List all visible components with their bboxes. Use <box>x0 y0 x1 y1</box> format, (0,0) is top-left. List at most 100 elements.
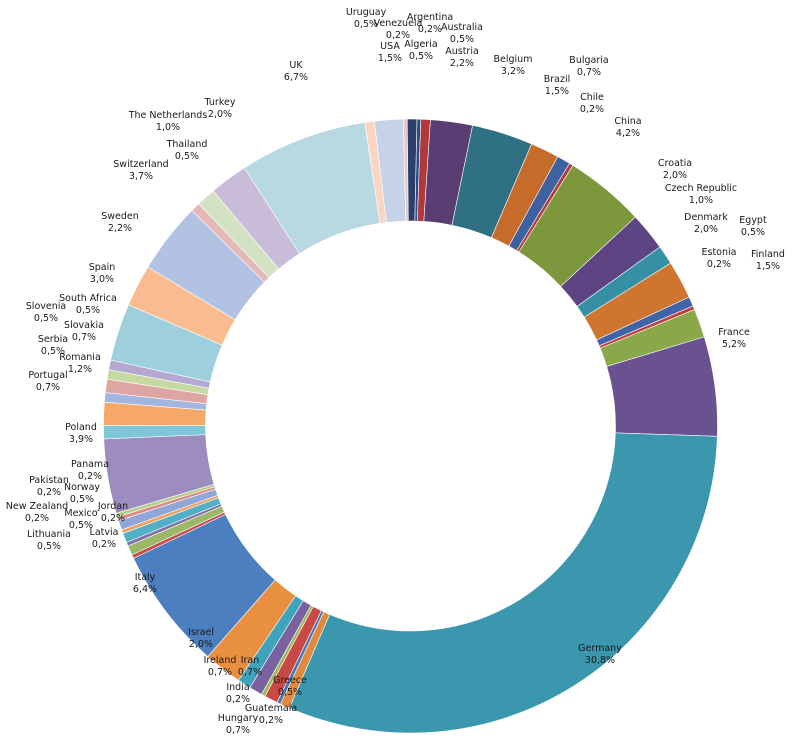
label-value: 3,9% <box>69 434 93 445</box>
label-name: Croatia <box>658 158 692 169</box>
label-czech-republic: Czech Republic 1,0% <box>665 183 737 206</box>
label-name: Chile <box>580 92 604 103</box>
label-value: 0,5% <box>409 51 433 62</box>
label-name: Switzerland <box>113 159 168 170</box>
label-value: 0,7% <box>36 382 60 393</box>
label-belgium: Belgium 3,2% <box>494 54 533 77</box>
label-value: 0,2% <box>37 487 61 498</box>
label-name: Sweden <box>101 211 139 222</box>
label-romania: Romania 1,2% <box>59 352 101 375</box>
label-name: Greece <box>273 675 307 686</box>
label-name: Czech Republic <box>665 183 737 194</box>
label-value: 0,2% <box>226 694 250 705</box>
label-brazil: Brazil 1,5% <box>544 74 571 97</box>
label-value: 0,2% <box>580 104 604 115</box>
label-name: Pakistan <box>29 475 69 486</box>
label-value: 0,7% <box>238 667 262 678</box>
label-value: 0,5% <box>175 151 199 162</box>
label-name: Latvia <box>90 527 119 538</box>
label-value: 1,0% <box>689 195 713 206</box>
label-germany: Germany 30,8% <box>578 643 622 666</box>
label-name: Turkey <box>204 97 236 108</box>
label-guatemala: Guatemala 0,2% <box>245 703 297 726</box>
label-estonia: Estonia 0,2% <box>702 247 737 270</box>
label-pakistan: Pakistan 0,2% <box>29 475 69 498</box>
label-austria: Austria 2,2% <box>445 46 479 69</box>
label-serbia: Serbia 0,5% <box>38 334 68 357</box>
label-value: 1,5% <box>378 53 402 64</box>
label-value: 5,2% <box>722 339 746 350</box>
label-denmark: Denmark 2,0% <box>684 212 728 235</box>
label-value: 0,5% <box>450 34 474 45</box>
label-value: 30,8% <box>585 655 615 666</box>
label-value: 0,5% <box>69 520 93 531</box>
label-name: Portugal <box>28 370 67 381</box>
label-value: 2,0% <box>694 224 718 235</box>
label-ireland: Ireland 0,7% <box>204 655 237 678</box>
label-italy: Italy 6,4% <box>133 572 157 595</box>
label-hungary: Hungary 0,7% <box>218 713 259 736</box>
label-portugal: Portugal 0,7% <box>28 370 67 393</box>
label-value: 1,0% <box>156 122 180 133</box>
label-name: Finland <box>751 249 785 260</box>
label-china: China 4,2% <box>614 116 641 139</box>
label-name: Estonia <box>702 247 737 258</box>
label-name: Australia <box>441 22 483 33</box>
label-name: Iran <box>241 655 260 666</box>
label-argentina: Argentina 0,2% <box>407 12 453 35</box>
label-value: 6,4% <box>133 584 157 595</box>
label-finland: Finland 1,5% <box>751 249 785 272</box>
label-value: 2,2% <box>108 223 132 234</box>
label-slovenia: Slovenia 0,5% <box>26 301 66 324</box>
label-name: USA <box>380 41 400 52</box>
label-value: 2,0% <box>663 170 687 181</box>
label-name: Bulgaria <box>569 55 608 66</box>
label-value: 0,2% <box>101 513 125 524</box>
label-algeria: Algeria 0,5% <box>404 39 437 62</box>
label-value: 6,7% <box>284 72 308 83</box>
label-value: 0,5% <box>34 313 58 324</box>
label-name: Brazil <box>544 74 571 85</box>
label-value: 4,2% <box>616 128 640 139</box>
label-new-zealand: New Zealand 0,2% <box>6 501 68 524</box>
label-value: 0,5% <box>37 541 61 552</box>
label-name: The Netherlands <box>128 110 208 121</box>
label-value: 2,0% <box>208 109 232 120</box>
label-name: Serbia <box>38 334 68 345</box>
label-egypt: Egypt 0,5% <box>739 215 767 238</box>
label-croatia: Croatia 2,0% <box>658 158 692 181</box>
label-norway: Norway 0,5% <box>64 482 100 505</box>
label-value: 1,2% <box>68 364 92 375</box>
label-name: Slovenia <box>26 301 66 312</box>
label-australia: Australia 0,5% <box>441 22 483 45</box>
slice-labels: Argentina 0,2%Australia 0,5%Austria 2,2% Bel… <box>6 7 785 736</box>
label-name: Ireland <box>204 655 237 666</box>
label-name: Spain <box>89 262 116 273</box>
label-name: Italy <box>135 572 156 583</box>
label-greece: Greece 0,5% <box>273 675 307 698</box>
label-name: France <box>718 327 750 338</box>
label-bulgaria: Bulgaria 0,7% <box>569 55 608 78</box>
label-value: 0,2% <box>259 715 283 726</box>
label-value: 0,2% <box>418 24 442 35</box>
label-value: 1,5% <box>756 261 780 272</box>
slice-algeria <box>406 118 418 222</box>
label-name: Belgium <box>494 54 533 65</box>
label-name: Egypt <box>739 215 767 226</box>
label-thailand: Thailand 0,5% <box>166 139 208 162</box>
label-name: Norway <box>64 482 100 493</box>
label-lithuania: Lithuania 0,5% <box>27 529 71 552</box>
label-jordan: Jordan 0,2% <box>97 501 128 524</box>
label-uk: UK 6,7% <box>284 60 308 83</box>
label-value: 0,7% <box>72 332 96 343</box>
label-name: Venezuela <box>374 18 423 29</box>
label-name: India <box>226 682 249 693</box>
label-turkey: Turkey 2,0% <box>204 97 236 120</box>
label-name: UK <box>289 60 303 71</box>
label-value: 2,0% <box>189 639 213 650</box>
label-value: 0,2% <box>92 539 116 550</box>
label-name: Slovakia <box>64 320 104 331</box>
label-value: 3,0% <box>90 274 114 285</box>
label-value: 0,2% <box>78 471 102 482</box>
label-panama: Panama 0,2% <box>71 459 109 482</box>
